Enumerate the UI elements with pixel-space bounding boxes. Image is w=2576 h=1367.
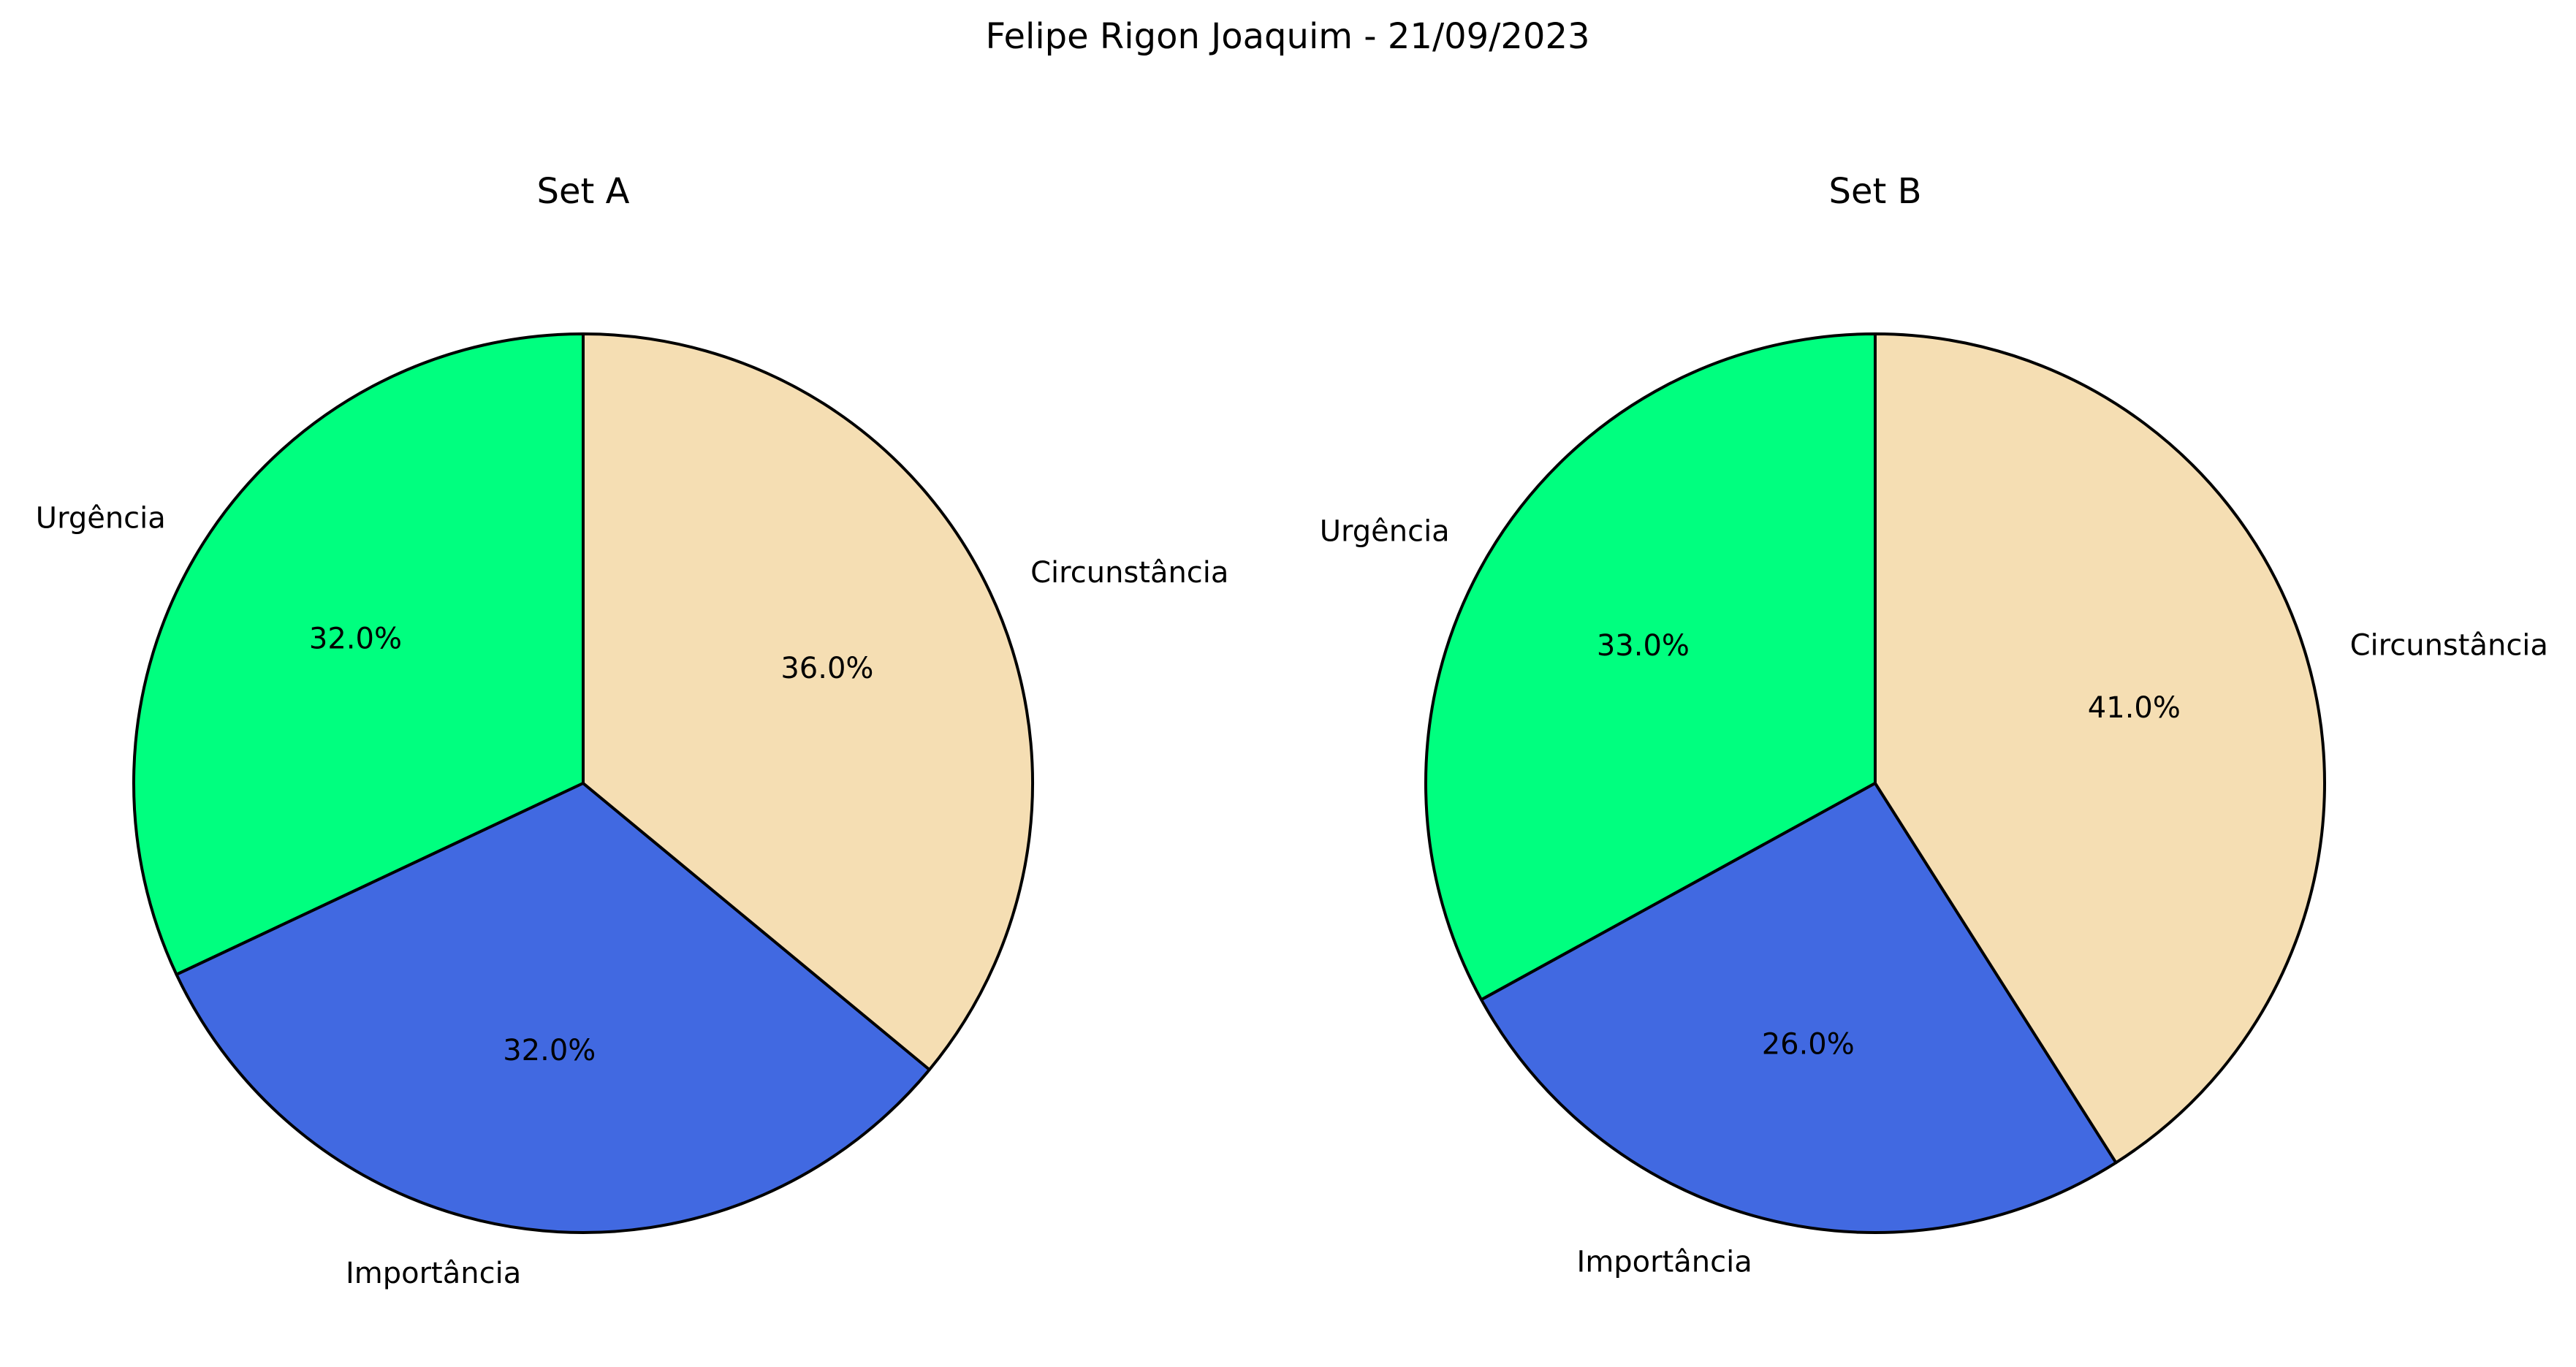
pie-slice-set-a-importancia <box>175 782 931 1234</box>
pie-slice-set-b-urgencia <box>1424 332 1877 1002</box>
pie-chart-set-a: Set A Urgência 32.0% Importância 32.0% Circu… <box>36 171 1229 1290</box>
pct-label-set-b-importancia: 26.0% <box>1762 1027 1855 1061</box>
pct-label-set-a-circunstancia: 36.0% <box>780 652 873 685</box>
pie-chart-set-b: Set B Urgência 33.0% Importância 26.0% Circu… <box>1320 171 2548 1279</box>
pie-title-set-a: Set A <box>537 171 630 212</box>
pie-wedges-set-a <box>132 332 1034 1234</box>
pie-slice-set-b-circunstancia <box>1874 332 2326 1165</box>
slice-label-set-b-circunstancia: Circunstância <box>2350 628 2548 662</box>
slice-label-set-a-circunstancia: Circunstância <box>1030 556 1228 590</box>
figure-suptitle: Felipe Rigon Joaquim - 21/09/2023 <box>985 16 1589 57</box>
pie-slice-set-a-circunstancia <box>582 332 1034 1072</box>
pct-label-set-a-urgencia: 32.0% <box>309 622 402 655</box>
pie-slice-set-a-urgencia <box>132 332 585 976</box>
pie-wedges-set-b <box>1424 332 2326 1234</box>
pie-labels-set-b: Urgência 33.0% Importância 26.0% Circunstânc… <box>1320 515 2548 1279</box>
slice-label-set-b-urgencia: Urgência <box>1320 515 1450 549</box>
slice-label-set-a-importancia: Importância <box>346 1257 521 1290</box>
pie-slice-set-b-importancia <box>1480 782 2118 1234</box>
pct-label-set-b-urgencia: 33.0% <box>1597 629 1690 663</box>
pct-label-set-b-circunstancia: 41.0% <box>2088 691 2181 725</box>
pct-label-set-a-importancia: 32.0% <box>503 1034 596 1067</box>
slice-label-set-a-urgencia: Urgência <box>36 502 166 536</box>
pie-title-set-b: Set B <box>1828 171 1921 212</box>
slice-label-set-b-importancia: Importância <box>1577 1245 1752 1279</box>
pie-labels-set-a: Urgência 32.0% Importância 32.0% Circunstânc… <box>36 502 1229 1291</box>
